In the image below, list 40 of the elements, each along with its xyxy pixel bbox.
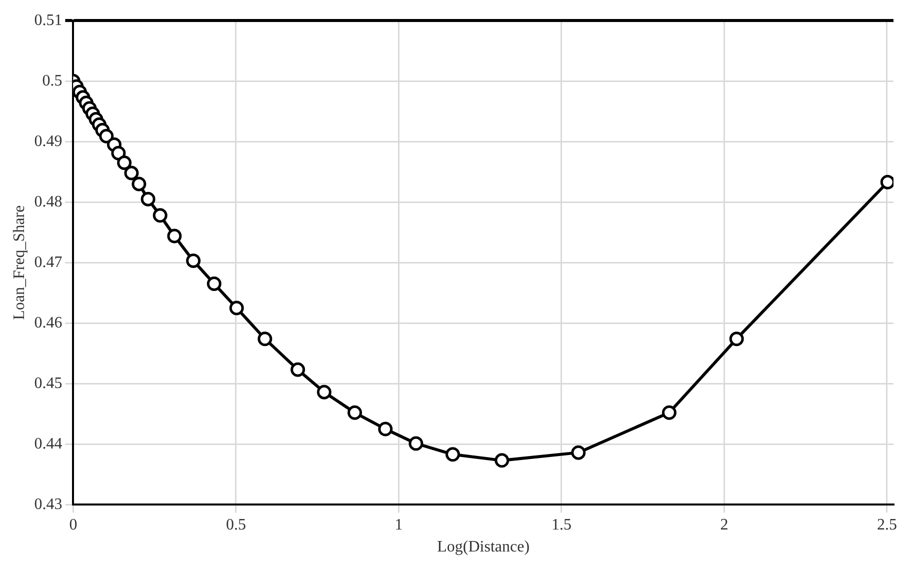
point xyxy=(152,208,168,223)
point xyxy=(378,422,393,436)
point xyxy=(348,405,362,420)
y-tick-label: 0.48 xyxy=(34,193,62,210)
y-tick-label: 0.51 xyxy=(34,12,62,29)
point xyxy=(729,332,744,346)
point xyxy=(117,156,132,170)
x-tick-label: 1 xyxy=(394,516,403,534)
point xyxy=(229,300,244,316)
point xyxy=(167,228,182,244)
point xyxy=(111,146,126,160)
point xyxy=(408,436,424,451)
x-axis-title: Log(Distance) xyxy=(437,538,530,556)
x-tick-label: 1.5 xyxy=(551,516,572,534)
x-tick-label: 0 xyxy=(69,516,78,534)
y-tick-label: 0.49 xyxy=(34,132,62,150)
point xyxy=(140,192,156,206)
point xyxy=(124,166,139,180)
x-tick-label: 0.5 xyxy=(226,516,246,534)
point xyxy=(99,128,114,144)
point xyxy=(494,453,510,468)
point xyxy=(571,445,586,460)
y-tick-label: 0.5 xyxy=(42,72,62,90)
point xyxy=(206,276,222,292)
point xyxy=(662,405,676,420)
point xyxy=(316,384,332,400)
point xyxy=(290,362,306,377)
point xyxy=(446,447,460,462)
point xyxy=(186,254,201,268)
point xyxy=(880,174,894,190)
point xyxy=(258,332,272,346)
y-tick-label: 0.43 xyxy=(34,496,62,513)
x-tick-label: 2.5 xyxy=(876,516,897,534)
y-axis-title: Loan_Freq_Share xyxy=(10,205,28,320)
y-tick-label: 0.46 xyxy=(34,314,62,332)
x-tick-label: 2 xyxy=(720,516,728,534)
y-tick-label: 0.44 xyxy=(34,435,62,452)
y-tick-label: 0.47 xyxy=(34,254,62,271)
point xyxy=(132,176,146,192)
y-tick-label: 0.45 xyxy=(34,374,62,392)
